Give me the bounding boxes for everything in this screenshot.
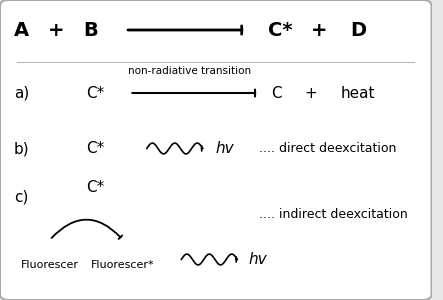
Text: heat: heat (341, 85, 376, 100)
Text: c): c) (14, 189, 29, 204)
Text: b): b) (14, 141, 29, 156)
Text: .... direct deexcitation: .... direct deexcitation (259, 142, 396, 155)
Text: +: + (304, 85, 317, 100)
Text: Fluorescer*: Fluorescer* (91, 260, 155, 269)
Text: non-radiative transition: non-radiative transition (128, 66, 252, 76)
Text: C: C (271, 85, 281, 100)
Text: C*: C* (86, 85, 104, 100)
Text: A: A (14, 20, 29, 40)
Text: C*: C* (86, 180, 104, 195)
Text: +: + (311, 20, 328, 40)
Text: C*: C* (86, 141, 104, 156)
Text: D: D (350, 20, 366, 40)
Text: a): a) (14, 85, 29, 100)
Text: +: + (48, 20, 64, 40)
Text: B: B (83, 20, 98, 40)
Text: C*: C* (268, 20, 293, 40)
Text: Fluorescer: Fluorescer (21, 260, 78, 269)
Text: hv: hv (248, 252, 267, 267)
Text: hv: hv (216, 141, 234, 156)
FancyBboxPatch shape (0, 0, 431, 300)
Text: .... indirect deexcitation: .... indirect deexcitation (259, 208, 408, 221)
